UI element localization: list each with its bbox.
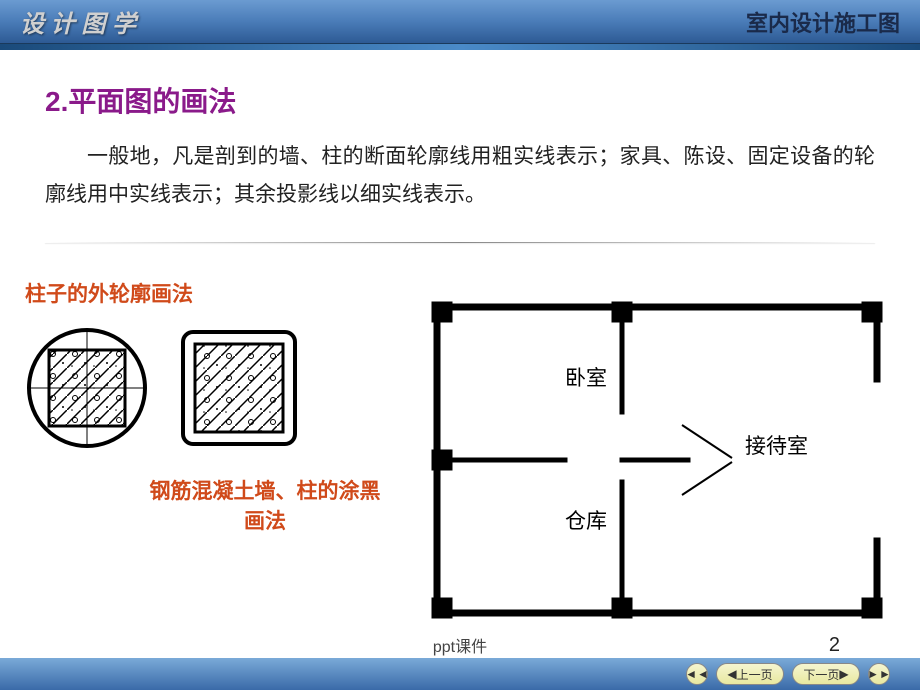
- nav-bar: ◄◄ ◀ 上一页 下一页 ▶ ►►: [0, 658, 920, 690]
- room-label-reception: 接待室: [745, 430, 808, 460]
- header-title-right: 室内设计施工图: [746, 6, 900, 38]
- room-label-storage: 仓库: [565, 505, 607, 535]
- label-black-fill: 钢筋混凝土墙、柱的涂黑画法: [145, 475, 385, 535]
- left-column-diagrams: 柱子的外轮廓画法: [25, 278, 385, 535]
- column-square-diagram: [179, 328, 299, 448]
- column-circle-diagram: [25, 326, 149, 450]
- nav-next-button[interactable]: 下一页 ▶: [792, 663, 860, 685]
- header-bar: 设 计 图 学 室内设计施工图: [0, 0, 920, 44]
- column-shapes: [25, 326, 385, 450]
- nav-first-button[interactable]: ◄◄: [686, 663, 708, 685]
- divider: [45, 242, 875, 243]
- section-title: 2.平面图的画法: [45, 80, 875, 120]
- nav-last-button[interactable]: ►►: [868, 663, 890, 685]
- footer-center: ppt课件: [433, 633, 487, 657]
- content-area: 2.平面图的画法 一般地，凡是剖到的墙、柱的断面轮廓线用粗实线表示；家具、陈设、…: [0, 50, 920, 253]
- label-column-outline: 柱子的外轮廓画法: [25, 278, 385, 308]
- page-number: 2: [829, 634, 840, 657]
- body-text: 一般地，凡是剖到的墙、柱的断面轮廓线用粗实线表示；家具、陈设、固定设备的轮廓线用…: [45, 138, 875, 214]
- header-title-left: 设 计 图 学: [20, 4, 136, 39]
- nav-prev-button[interactable]: ◀ 上一页: [716, 663, 784, 685]
- diagrams-row: 柱子的外轮廓画法: [0, 278, 920, 535]
- room-label-bedroom: 卧室: [565, 362, 607, 392]
